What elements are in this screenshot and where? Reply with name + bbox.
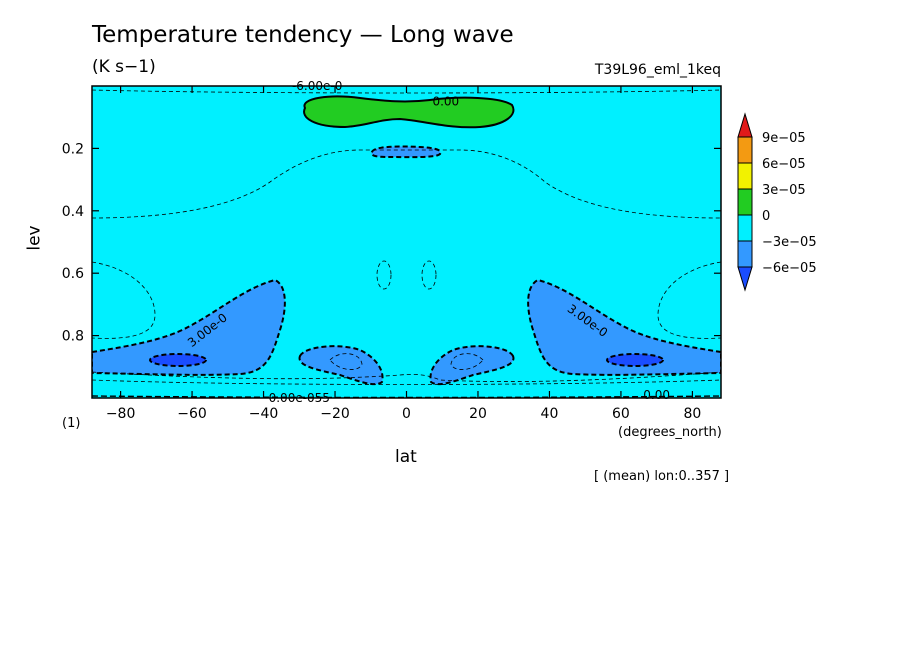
contour-region-strong-negative [606,353,664,367]
colorbar-label: −3e−05 [762,235,817,250]
units-label: (K s−1) [92,57,156,77]
contour-line [376,260,392,290]
colorbar-swatch [737,188,753,216]
colorbar-swatch [737,162,753,190]
x-tick-label: −40 [249,406,279,422]
contour-value-label: 0.00 [432,95,459,109]
x-axis-units: (degrees_north) [618,425,722,440]
contour-region-negative [429,345,515,386]
colorbar-max-arrow [737,112,753,138]
contour-line [421,260,437,290]
colorbar-swatch [737,136,753,164]
contour-line [92,371,721,382]
colorbar-label: 6e−05 [762,157,806,172]
colorbar-label: 0 [762,209,770,224]
x-axis-label: lat [395,447,417,467]
x-tick-label: 20 [469,406,487,422]
y-tick-label: 0.4 [62,204,84,220]
averaging-footnote: [ (mean) lon:0..357 ] [594,469,730,484]
contour-region-negative [527,278,721,376]
contour-region-negative [370,145,442,159]
contour-line [657,261,721,339]
contour-line [450,353,484,370]
chart-title: Temperature tendency — Long wave [92,22,514,48]
contour-value-label: 0.00 [643,388,670,402]
x-tick-label: −60 [177,406,207,422]
colorbar-label: 9e−05 [762,131,806,146]
colorbar-label: −6e−05 [762,261,817,276]
x-tick-label: 0 [402,406,411,422]
y-axis-units: (1) [62,416,81,431]
contour-line [329,353,363,370]
x-tick-label: 80 [683,406,701,422]
y-tick-label: 0.8 [62,329,84,345]
contour-region-strong-negative [149,353,207,367]
run-id-label: T39L96_eml_1keq [594,62,721,78]
x-tick-label: −20 [320,406,350,422]
contour-region-positive [303,95,515,129]
contour-region-negative [92,278,286,376]
contour-line [92,149,721,219]
colorbar-label: 3e−05 [762,183,806,198]
x-tick-label: 40 [541,406,559,422]
contour-line [92,261,156,339]
x-tick-label: −80 [106,406,136,422]
colorbar-swatch [737,240,753,268]
contour-value-label: -6.00e-0 [292,79,342,93]
y-tick-label: 0.2 [62,141,84,157]
colorbar-min-arrow [737,266,753,292]
colorbar-swatch [737,214,753,242]
x-tick-label: 60 [612,406,630,422]
y-tick-label: 0.6 [62,266,84,282]
contour-region-negative [298,345,384,386]
contour-value-label: 0.00e-055 [269,391,330,405]
